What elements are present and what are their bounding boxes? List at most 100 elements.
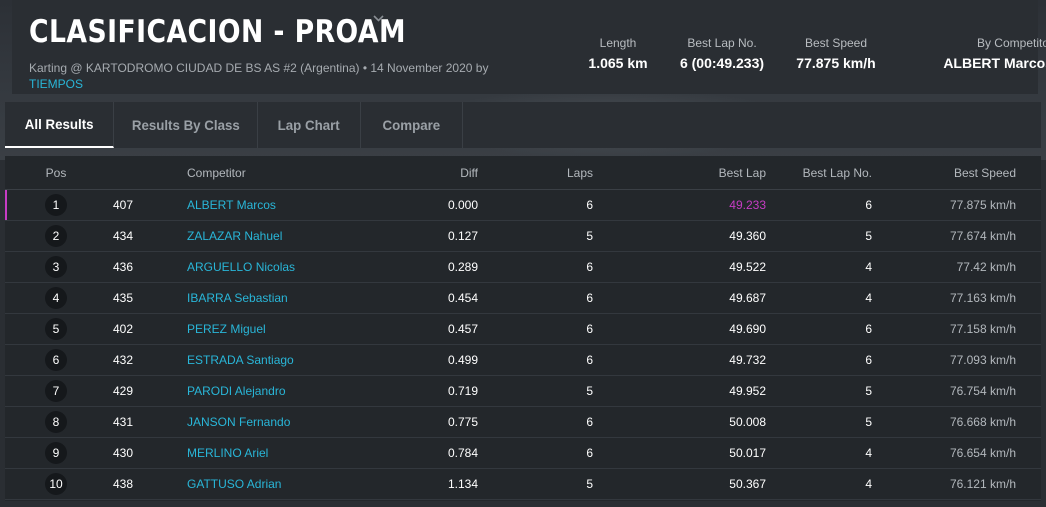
competitor-link[interactable]: PEREZ Miguel	[187, 322, 266, 336]
best-lap-value: 50.008	[729, 415, 766, 429]
laps-value: 6	[586, 415, 593, 429]
column-header-best-lap[interactable]: Best Lap	[718, 165, 766, 180]
diff-value: 0.000	[447, 198, 478, 212]
diff-value: 0.454	[447, 291, 478, 305]
table-row[interactable]: 1 407 ALBERT Marcos 0.000 6 49.233 6 77.…	[5, 190, 1041, 221]
table-row[interactable]: 7 429 PARODI Alejandro 0.719 5 49.952 5 …	[5, 376, 1041, 407]
best-lap-value: 49.732	[729, 353, 766, 367]
kart-number: 432	[113, 353, 134, 367]
stat-label: Best Speed	[804, 36, 868, 50]
best-lap-value: 49.687	[729, 291, 766, 305]
competitor-link[interactable]: ALBERT Marcos	[187, 198, 276, 212]
stat-length: Length 1.065 km	[578, 36, 658, 71]
best-lap-value: 50.367	[729, 477, 766, 491]
results-table: Pos Competitor Diff Laps Best Lap Best L…	[5, 156, 1041, 501]
laps-value: 6	[586, 353, 593, 367]
best-speed-value: 77.875 km/h	[949, 198, 1016, 212]
tab-label: Results By Class	[131, 117, 240, 133]
table-row[interactable]: 4 435 IBARRA Sebastian 0.454 6 49.687 4 …	[5, 283, 1041, 314]
competitor-link[interactable]: IBARRA Sebastian	[187, 291, 288, 305]
competitor-link[interactable]: ZALAZAR Nahuel	[187, 229, 283, 243]
table-row[interactable]: 3 436 ARGUELLO Nicolas 0.289 6 49.522 4 …	[5, 252, 1041, 283]
kart-number: 436	[113, 260, 134, 274]
best-speed-value: 76.668 km/h	[949, 415, 1016, 429]
chevron-down-icon[interactable]	[372, 12, 385, 25]
table-row[interactable]: 10 438 GATTUSO Adrian 1.134 5 50.367 4 7…	[5, 469, 1041, 500]
timing-provider-link[interactable]: TIEMPOS	[29, 77, 84, 91]
kart-number: 431	[113, 415, 134, 429]
best-lap-no-value: 4	[865, 260, 872, 274]
best-lap-no-value: 5	[865, 415, 872, 429]
best-speed-value: 77.158 km/h	[949, 322, 1016, 336]
tab-label: Lap Chart	[277, 117, 341, 133]
diff-value: 0.499	[447, 353, 478, 367]
kart-number: 429	[113, 384, 134, 398]
event-subtitle: Karting @ KARTODROMO CIUDAD DE BS AS #2 …	[29, 60, 549, 92]
best-lap-no-value: 6	[865, 198, 872, 212]
stat-best-speed: Best Speed 77.875 km/h	[782, 36, 890, 71]
stat-label: Best Lap No.	[687, 36, 757, 50]
column-header-diff[interactable]: Diff	[460, 165, 478, 180]
column-header-laps[interactable]: Laps	[566, 165, 593, 180]
stat-value: 6 (00:49.233)	[679, 55, 765, 71]
laps-value: 6	[586, 291, 593, 305]
tab-compare[interactable]: Compare	[361, 102, 463, 148]
table-row[interactable]: 5 402 PEREZ Miguel 0.457 6 49.690 6 77.1…	[5, 314, 1041, 345]
stat-best-lap-no: Best Lap No. 6 (00:49.233)	[668, 36, 776, 71]
diff-value: 0.719	[447, 384, 478, 398]
best-speed-value: 76.754 km/h	[949, 384, 1016, 398]
tab-results-by-class[interactable]: Results By Class	[114, 102, 258, 148]
best-speed-value: 77.42 km/h	[956, 260, 1016, 274]
laps-value: 5	[586, 229, 593, 243]
column-header-pos[interactable]: Pos	[45, 165, 67, 180]
best-lap-no-value: 4	[865, 477, 872, 491]
best-lap-value: 49.522	[729, 260, 766, 274]
best-lap-no-value: 4	[865, 446, 872, 460]
diff-value: 1.134	[447, 477, 478, 491]
best-speed-value: 76.654 km/h	[949, 446, 1016, 460]
stat-by-competitor: By Competitor ALBERT Marcos	[908, 36, 1046, 71]
results-tabs: All Results Results By Class Lap Chart C…	[5, 102, 1041, 148]
diff-value: 0.289	[447, 260, 478, 274]
competitor-link[interactable]: MERLINO Ariel	[187, 446, 269, 460]
competitor-link[interactable]: GATTUSO Adrian	[187, 477, 282, 491]
best-lap-no-value: 6	[865, 322, 872, 336]
kart-number: 434	[113, 229, 134, 243]
stat-value: ALBERT Marcos	[943, 55, 1046, 71]
table-row[interactable]: 9 430 MERLINO Ariel 0.784 6 50.017 4 76.…	[5, 438, 1041, 469]
best-lap-value: 49.233	[729, 198, 766, 212]
column-header-best-lap-no[interactable]: Best Lap No.	[802, 165, 872, 180]
position-badge: 7	[45, 380, 67, 402]
kart-number: 402	[113, 322, 134, 336]
diff-value: 0.775	[447, 415, 478, 429]
table-row[interactable]: 2 434 ZALAZAR Nahuel 0.127 5 49.360 5 77…	[5, 221, 1041, 252]
competitor-link[interactable]: ARGUELLO Nicolas	[187, 260, 296, 274]
competitor-link[interactable]: JANSON Fernando	[187, 415, 291, 429]
event-header: CLASIFICACION - PROAM Karting @ KARTODRO…	[12, 0, 1046, 94]
table-row[interactable]: 6 432 ESTRADA Santiago 0.499 6 49.732 6 …	[5, 345, 1041, 376]
best-lap-value: 49.690	[729, 322, 766, 336]
position-badge: 10	[45, 473, 67, 495]
column-header-best-speed[interactable]: Best Speed	[953, 165, 1016, 180]
laps-value: 6	[586, 260, 593, 274]
tab-all-results[interactable]: All Results	[5, 102, 114, 148]
page-title: CLASIFICACION - PROAM	[29, 14, 406, 50]
table-row[interactable]: 8 431 JANSON Fernando 0.775 6 50.008 5 7…	[5, 407, 1041, 438]
position-badge: 2	[45, 225, 67, 247]
competitor-link[interactable]: PARODI Alejandro	[187, 384, 286, 398]
competitor-link[interactable]: ESTRADA Santiago	[187, 353, 294, 367]
tab-label: All Results	[24, 116, 94, 132]
stat-value: 1.065 km	[588, 55, 648, 71]
tab-lap-chart[interactable]: Lap Chart	[258, 102, 361, 148]
position-badge: 1	[45, 194, 67, 216]
kart-number: 435	[113, 291, 134, 305]
position-badge: 6	[45, 349, 67, 371]
laps-value: 5	[586, 477, 593, 491]
best-speed-value: 77.674 km/h	[949, 229, 1016, 243]
diff-value: 0.457	[447, 322, 478, 336]
column-header-competitor[interactable]: Competitor	[187, 165, 246, 180]
best-speed-value: 76.121 km/h	[949, 477, 1016, 491]
best-lap-value: 49.952	[729, 384, 766, 398]
kart-number: 438	[113, 477, 134, 491]
best-lap-no-value: 5	[865, 229, 872, 243]
